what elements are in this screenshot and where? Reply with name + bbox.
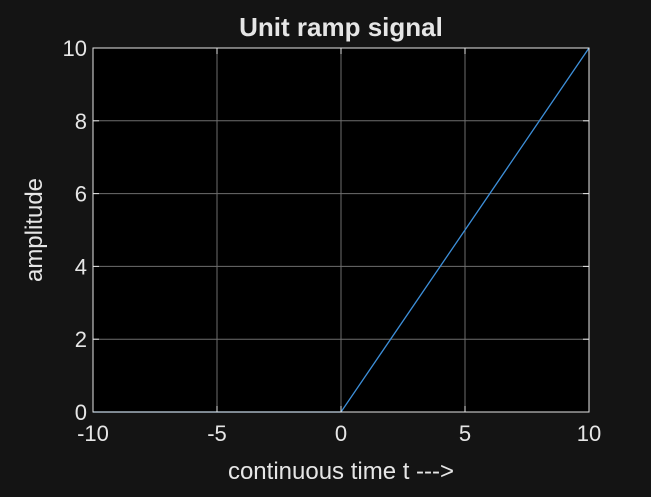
x-tick-label-4: 10 bbox=[577, 421, 601, 446]
x-tick-label-2: 0 bbox=[335, 421, 347, 446]
tick-marks bbox=[92, 47, 590, 413]
x-axis-title: continuous time t ---> bbox=[228, 458, 454, 485]
y-tick-label-3: 6 bbox=[75, 182, 87, 207]
y-axis-title: amplitude bbox=[21, 178, 48, 282]
y-tick-label-5: 10 bbox=[63, 36, 87, 61]
x-tick-label-0: -10 bbox=[77, 421, 109, 446]
tick-labels: -10 -5 0 5 10 0 2 4 6 8 10 bbox=[63, 36, 602, 446]
y-tick-label-2: 4 bbox=[75, 254, 87, 279]
y-tick-label-0: 0 bbox=[75, 400, 87, 425]
chart-title: Unit ramp signal bbox=[239, 12, 443, 42]
y-tick-label-4: 8 bbox=[75, 109, 87, 134]
y-tick-label-1: 2 bbox=[75, 327, 87, 352]
x-tick-label-3: 5 bbox=[459, 421, 471, 446]
x-tick-label-1: -5 bbox=[207, 421, 227, 446]
